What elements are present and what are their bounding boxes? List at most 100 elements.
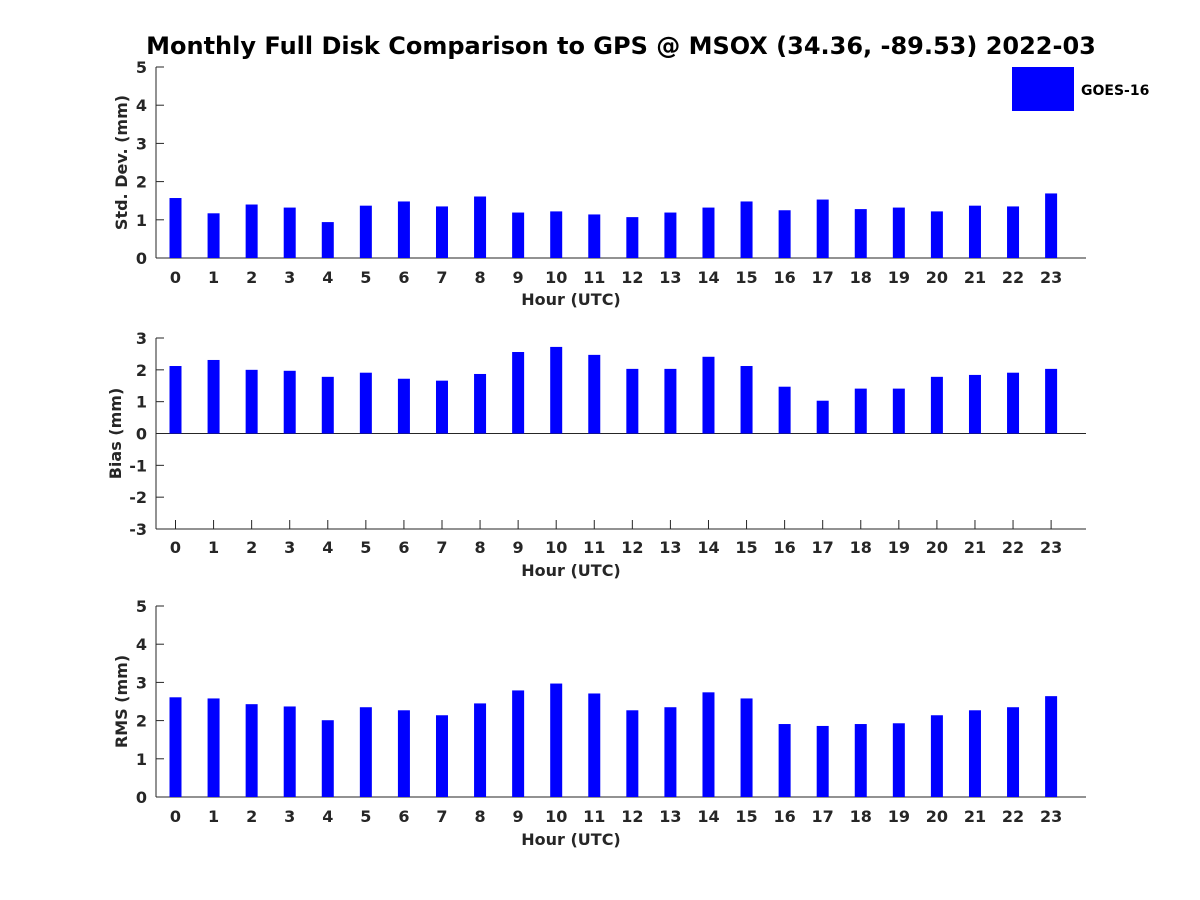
bar — [512, 690, 525, 797]
x-tick-label: 21 — [964, 807, 986, 826]
bar — [1007, 372, 1020, 434]
bar — [740, 366, 753, 434]
y-tick-label: 5 — [136, 597, 147, 616]
bar — [892, 207, 905, 258]
bar — [778, 386, 791, 434]
x-tick-label: 9 — [513, 807, 524, 826]
bar — [359, 707, 372, 797]
bar — [435, 715, 448, 797]
chart-title: Monthly Full Disk Comparison to GPS @ MS… — [146, 32, 1096, 60]
x-tick-label: 12 — [621, 538, 643, 557]
x-tick-label: 10 — [545, 538, 567, 557]
legend-swatch — [1012, 67, 1074, 111]
x-tick-label: 21 — [964, 268, 986, 287]
x-tick-label: 2 — [246, 807, 257, 826]
bar — [930, 211, 943, 258]
bar — [930, 376, 943, 434]
x-tick-label: 16 — [773, 268, 795, 287]
x-tick-label: 19 — [888, 807, 910, 826]
bar — [778, 210, 791, 258]
bar — [664, 707, 677, 797]
x-tick-label: 21 — [964, 538, 986, 557]
bar — [207, 359, 220, 434]
bar — [1007, 206, 1020, 258]
bar — [207, 698, 220, 797]
y-axis-label: Std. Dev. (mm) — [112, 95, 131, 230]
bar — [359, 205, 372, 258]
bar — [169, 697, 182, 797]
x-tick-label: 20 — [926, 268, 948, 287]
x-axis-label: Hour (UTC) — [521, 561, 621, 580]
bar — [359, 372, 372, 434]
x-tick-label: 8 — [474, 538, 485, 557]
x-axis-label: Hour (UTC) — [521, 290, 621, 309]
bar — [968, 205, 981, 258]
bar — [397, 201, 410, 258]
x-tick-label: 17 — [812, 268, 834, 287]
x-tick-label: 19 — [888, 538, 910, 557]
bar — [968, 374, 981, 434]
bar — [474, 703, 487, 797]
bar — [550, 211, 563, 258]
x-tick-label: 4 — [322, 807, 333, 826]
x-tick-label: 3 — [284, 268, 295, 287]
bar — [550, 683, 563, 797]
x-tick-label: 10 — [545, 268, 567, 287]
bar — [702, 356, 715, 434]
bar — [892, 388, 905, 434]
x-tick-label: 15 — [735, 807, 757, 826]
legend: GOES-16 — [1012, 67, 1149, 111]
bar — [397, 710, 410, 797]
x-tick-label: 12 — [621, 268, 643, 287]
bar — [321, 376, 334, 434]
x-tick-label: 3 — [284, 807, 295, 826]
y-tick-label: 5 — [136, 58, 147, 77]
x-tick-label: 20 — [926, 807, 948, 826]
x-tick-label: 6 — [398, 538, 409, 557]
y-tick-label: -2 — [129, 488, 147, 507]
bar — [207, 213, 220, 258]
y-tick-label: 2 — [136, 712, 147, 731]
bar — [321, 222, 334, 258]
y-tick-label: 1 — [136, 393, 147, 412]
x-tick-label: 12 — [621, 807, 643, 826]
y-tick-label: 3 — [136, 673, 147, 692]
x-tick-label: 14 — [697, 268, 719, 287]
bar — [664, 368, 677, 434]
x-tick-label: 13 — [659, 268, 681, 287]
x-tick-label: 16 — [773, 538, 795, 557]
bar — [283, 207, 296, 258]
bar — [626, 710, 639, 797]
bar — [968, 710, 981, 797]
x-tick-label: 5 — [360, 268, 371, 287]
bar — [588, 693, 601, 797]
x-tick-label: 7 — [436, 807, 447, 826]
x-tick-label: 13 — [659, 538, 681, 557]
x-tick-label: 15 — [735, 268, 757, 287]
x-tick-label: 17 — [812, 538, 834, 557]
x-tick-label: 18 — [850, 807, 872, 826]
x-tick-label: 3 — [284, 538, 295, 557]
bar — [854, 388, 867, 434]
x-tick-label: 8 — [474, 268, 485, 287]
bar — [1045, 696, 1058, 797]
y-tick-label: 2 — [136, 361, 147, 380]
y-tick-label: 4 — [136, 635, 147, 654]
bar — [702, 207, 715, 258]
x-tick-label: 0 — [170, 538, 181, 557]
x-tick-label: 6 — [398, 807, 409, 826]
x-tick-label: 0 — [170, 268, 181, 287]
bar — [169, 366, 182, 434]
bar — [550, 346, 563, 434]
bar — [892, 723, 905, 797]
bar — [740, 698, 753, 797]
bar — [854, 209, 867, 258]
x-tick-label: 22 — [1002, 268, 1024, 287]
bar — [626, 368, 639, 434]
bar — [1045, 368, 1058, 434]
bar — [664, 212, 677, 258]
bar — [512, 352, 525, 434]
